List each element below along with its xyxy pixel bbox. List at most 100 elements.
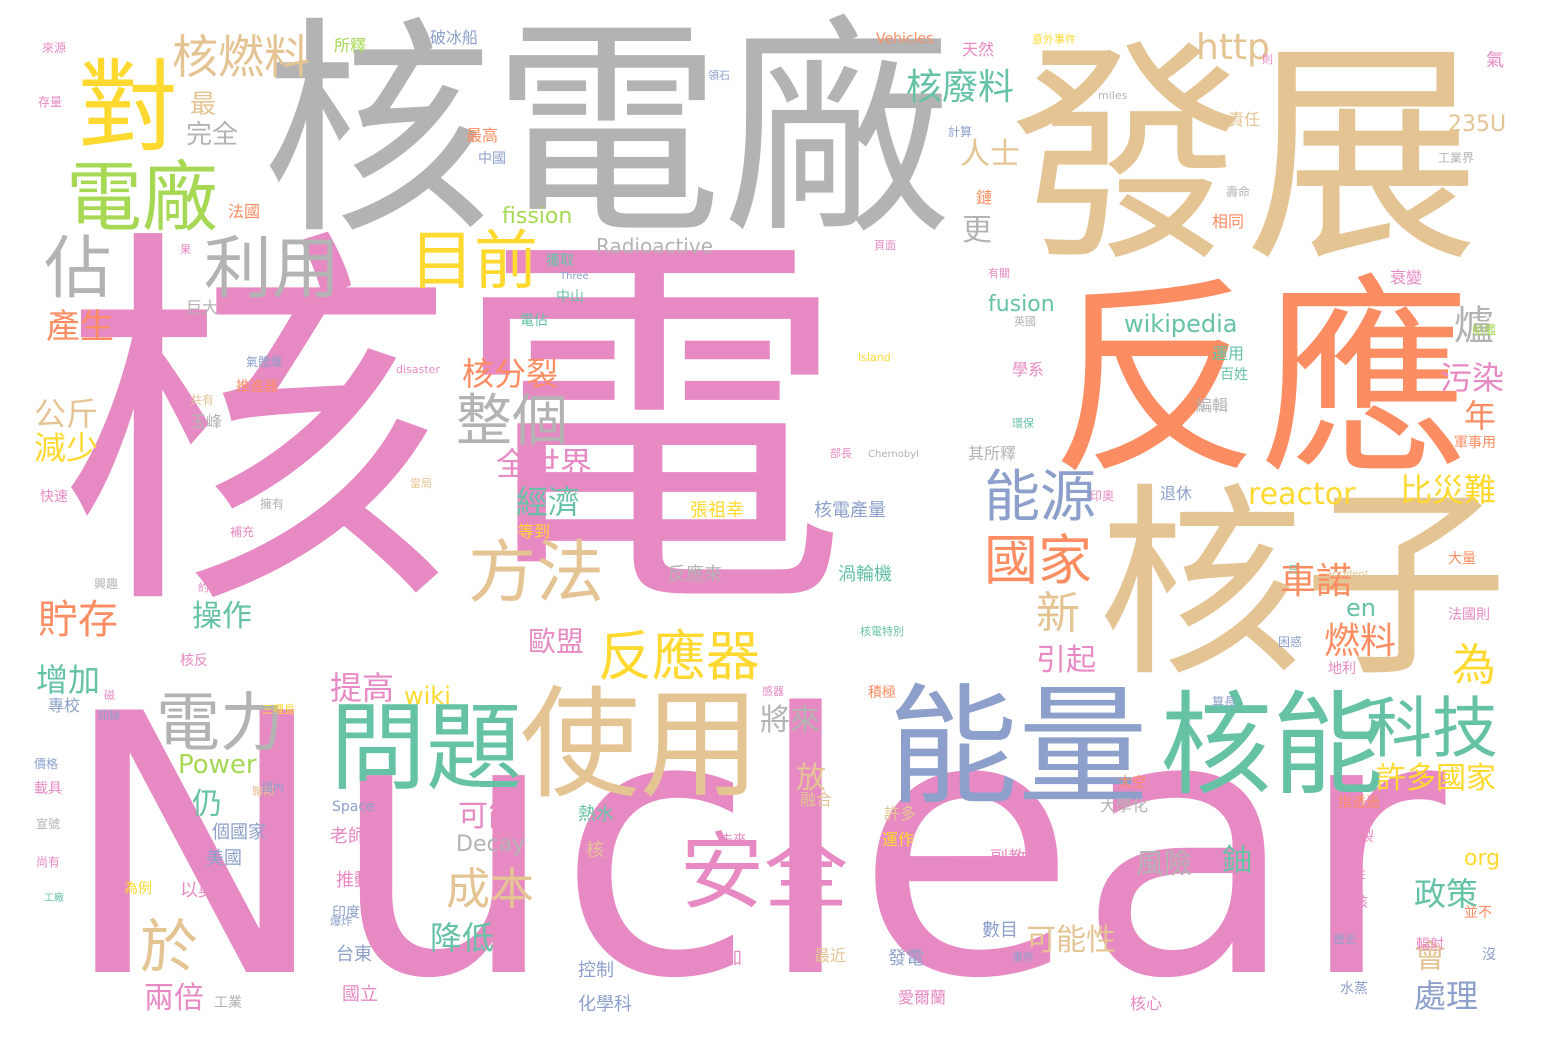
- word-laiyuan: 來源: [42, 41, 67, 55]
- word-baozha: 爆炸: [330, 915, 352, 928]
- word-gongyejie: 工業界: [1438, 151, 1475, 165]
- word-junshiyong: 軍事用: [1454, 435, 1496, 451]
- word-jiage: 價格: [34, 757, 59, 771]
- word-fanyinglai: 反應來: [668, 564, 722, 585]
- word-235u: 235U: [1448, 112, 1507, 137]
- word-reng: 仍: [192, 787, 222, 822]
- word-fushe: 輻射: [1416, 937, 1444, 953]
- word-zuijin: 最近: [814, 946, 847, 965]
- word-yingguo: 英國: [1014, 315, 1036, 328]
- word-shouming: 壽命: [1226, 185, 1251, 199]
- word-jianglai: 將來: [760, 703, 820, 738]
- word-decay: Decay: [456, 832, 526, 857]
- word-huoqu: 獲取: [546, 253, 574, 269]
- word-zhucun: 貯存: [38, 597, 118, 643]
- word-zhongshan: 中山: [556, 289, 584, 305]
- word-chenuo: 車諾: [1280, 561, 1353, 602]
- word-guonei: 國內: [262, 781, 284, 794]
- word-liyong: 利用: [204, 230, 341, 309]
- word-zui: 最: [190, 90, 217, 120]
- word-lianbang: 聯邦: [252, 785, 274, 798]
- word-zhi: 只: [1288, 565, 1298, 576]
- word-power: Power: [178, 750, 257, 780]
- word-fazhan: 發展: [1010, 21, 1480, 294]
- word-hediantebie: 核電特別: [860, 625, 904, 638]
- word-vehicles: Vehicles: [876, 31, 934, 47]
- word-jinian: 幾年: [1338, 869, 1366, 885]
- word-ze: 則: [1262, 53, 1273, 66]
- word-fangfa: 方法: [468, 534, 605, 613]
- word-yue: 約: [198, 581, 209, 594]
- word-chansheng: 產生: [46, 307, 114, 347]
- word-chuli: 處理: [1414, 977, 1479, 1015]
- word-zhitouguo: 指透過: [1338, 795, 1380, 811]
- word-zhangzuxing: 張祖幸: [690, 500, 744, 521]
- word-dangju: 當局: [410, 477, 432, 490]
- word-anquan: 安全: [680, 823, 849, 921]
- word-bianji: 編輯: [1196, 396, 1229, 415]
- word-shuizheng: 水蒸: [1340, 981, 1368, 997]
- word-fujiaoshou: 副教授: [990, 848, 1044, 869]
- word-buchong: 補充: [230, 525, 255, 539]
- word-faguoze: 法國則: [1448, 607, 1490, 623]
- word-hefenlie: 核分裂: [462, 355, 559, 393]
- word-jianshao: 減少: [34, 429, 99, 467]
- word-shumu: 數目: [982, 920, 1018, 941]
- word-heranliao: 核燃料: [172, 30, 310, 84]
- word-oumeng: 歐盟: [528, 625, 585, 658]
- word-fadian: 發電: [888, 948, 924, 969]
- word-sanlidao: 三哩島: [262, 703, 295, 716]
- word-radioactive: Radioactive: [596, 234, 713, 258]
- word-xiangtong: 相同: [1212, 212, 1245, 231]
- word-reactor: reactor: [1248, 477, 1356, 512]
- word-yu: 於: [140, 913, 199, 981]
- word-zhuanxiao: 專校: [48, 696, 81, 715]
- word-weili: 為例: [124, 881, 152, 897]
- word-nengyuan: 能源: [984, 465, 1096, 530]
- word-xingqu: 興趣: [94, 577, 119, 591]
- word-bizainan: 比災難: [1400, 471, 1497, 509]
- word-muqian: 目前: [410, 225, 538, 299]
- word-mei: 沒: [1482, 947, 1496, 963]
- word-three: Three: [560, 271, 589, 282]
- word-chuancheng: 傳承: [580, 881, 602, 894]
- word-xuexi: 學系: [1012, 360, 1045, 379]
- word-zhongguo: 中國: [478, 151, 506, 167]
- word-hediancl: 核電產量: [814, 500, 886, 521]
- word-weilai: 未來: [720, 833, 747, 848]
- word-wiki: wiki: [404, 682, 451, 710]
- word-chernobyl: Chernobyl: [868, 449, 919, 460]
- word-tuidong: 推動: [336, 870, 372, 891]
- word-hedian: 核電: [58, 199, 848, 659]
- word-fanying: 反應: [1050, 258, 1471, 503]
- word-miles: miles: [1098, 89, 1128, 102]
- word-disaster: disaster: [396, 363, 440, 376]
- word-jisuan: 計算: [948, 125, 973, 139]
- word-laijia: 來加: [706, 948, 742, 969]
- word-ronghe: 融合: [800, 790, 833, 809]
- word-liangbei: 兩倍: [144, 981, 204, 1016]
- word-huaxueke: 化學科: [578, 994, 632, 1015]
- word-daxuehua: 大學化: [1100, 796, 1149, 815]
- word-gongjin: 公斤: [34, 395, 99, 433]
- word-xuanhao: 宣號: [36, 817, 61, 831]
- word-chuanjian: 船艦: [1472, 323, 1497, 337]
- word-hefeiliao: 核廢料: [906, 67, 1015, 108]
- word-dianli: 電力: [156, 687, 284, 761]
- word-suanchang: 算長: [1212, 695, 1237, 709]
- word-qisuoshi: 其所釋: [968, 444, 1017, 463]
- word-laoshi: 老師: [330, 826, 366, 847]
- word-space: Space: [332, 799, 375, 815]
- word-yiao: 以奧: [180, 880, 216, 901]
- word-hui: 會: [1414, 937, 1447, 975]
- word-huanbao: 環保: [1012, 417, 1034, 430]
- word-hexin: 核心: [1130, 994, 1163, 1013]
- word-kunhuo: 困惑: [1278, 635, 1303, 649]
- word-you: 鈾: [1222, 843, 1252, 878]
- word-zhengce: 政策: [1414, 875, 1479, 913]
- word-yiwaishijian: 意外事件: [1032, 33, 1076, 46]
- word-jingji: 經濟: [516, 483, 581, 521]
- word-reshui: 熱水: [578, 804, 614, 825]
- word-renshi: 人士: [960, 137, 1020, 172]
